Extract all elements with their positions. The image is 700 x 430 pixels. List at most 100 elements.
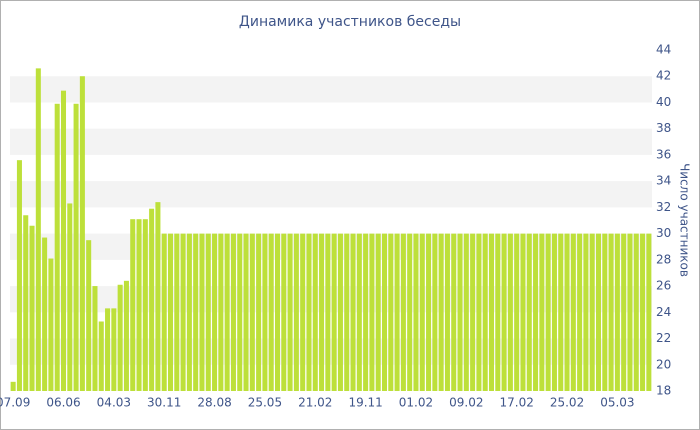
bar	[98, 321, 104, 391]
bar	[60, 90, 67, 392]
bar	[583, 233, 589, 391]
bar	[10, 381, 16, 391]
x-tick-label: 07.09	[0, 396, 30, 410]
bar	[54, 103, 60, 392]
x-tick-label: 04.03	[97, 396, 131, 410]
bar	[16, 160, 22, 391]
bar	[149, 208, 155, 391]
bar	[142, 219, 148, 391]
bar	[205, 233, 211, 391]
bar	[640, 233, 646, 391]
x-tick-label: 19.11	[348, 396, 382, 410]
bar	[507, 233, 513, 391]
bar	[350, 233, 356, 391]
bar	[218, 233, 224, 391]
y-tick-label: 30	[656, 226, 671, 240]
bar	[287, 233, 293, 391]
bar	[161, 233, 167, 391]
bar	[256, 233, 262, 391]
bar	[482, 233, 488, 391]
bar	[356, 233, 362, 391]
bar	[123, 280, 129, 391]
bar	[627, 233, 633, 391]
bar	[249, 233, 255, 391]
bar	[174, 233, 180, 391]
bar	[646, 233, 652, 391]
bar	[407, 233, 413, 391]
bar	[186, 233, 192, 391]
bar	[381, 233, 388, 391]
y-tick-label: 26	[656, 279, 671, 293]
y-tick-label: 20	[656, 357, 671, 371]
grid-band	[10, 181, 652, 208]
bar	[438, 233, 444, 391]
y-axis-label: Число участников	[678, 163, 692, 277]
bar	[545, 233, 551, 391]
bar	[136, 219, 142, 391]
y-tick-label: 36	[656, 147, 671, 161]
bar	[29, 225, 35, 391]
y-tick-label: 18	[656, 384, 671, 398]
bar	[48, 258, 54, 391]
bar	[243, 233, 249, 391]
bar	[23, 215, 29, 391]
y-tick-label: 40	[656, 95, 671, 109]
bar	[614, 233, 620, 391]
bar	[92, 286, 98, 391]
bar	[375, 233, 381, 391]
bar	[526, 233, 532, 391]
grid-band	[10, 286, 652, 313]
x-tick-label: 25.05	[248, 396, 282, 410]
bar	[476, 233, 482, 391]
bar	[595, 233, 602, 391]
y-tick-label: 42	[656, 69, 671, 83]
bar	[268, 233, 274, 391]
bar	[167, 233, 174, 391]
bar	[501, 233, 507, 391]
bar	[42, 237, 48, 391]
bar	[533, 233, 539, 391]
bar	[457, 233, 463, 391]
bar	[564, 233, 570, 391]
y-tick-label: 24	[656, 305, 671, 319]
bar	[79, 76, 85, 391]
x-tick-label: 06.06	[46, 396, 80, 410]
bar	[212, 233, 218, 391]
grid-band	[10, 76, 652, 103]
x-tick-label: 17.02	[499, 396, 533, 410]
bar	[306, 233, 312, 391]
bar	[86, 240, 92, 391]
bar	[105, 308, 111, 391]
grid-band	[10, 233, 652, 260]
bar	[608, 233, 614, 391]
bar	[426, 233, 432, 391]
bar	[570, 233, 576, 391]
bar	[130, 219, 136, 391]
x-tick-label: 01.02	[399, 396, 433, 410]
grid-band	[10, 128, 652, 155]
y-tick-label: 34	[656, 174, 671, 188]
grid-band	[10, 338, 652, 365]
bar	[237, 233, 243, 391]
bar	[274, 233, 281, 391]
x-tick-label: 21.02	[298, 396, 332, 410]
bar	[394, 233, 400, 391]
y-tick-label: 32	[656, 200, 671, 214]
bar	[337, 233, 343, 391]
bar	[281, 233, 287, 391]
bar	[319, 233, 325, 391]
bar	[293, 233, 299, 391]
bar	[180, 233, 186, 391]
bar	[331, 233, 337, 391]
bar	[312, 233, 318, 391]
x-tick-label: 09.02	[449, 396, 483, 410]
bar	[633, 233, 639, 391]
bar	[73, 103, 79, 392]
y-tick-label: 28	[656, 252, 671, 266]
chart-title: Динамика участников беседы	[239, 14, 461, 30]
bar	[419, 233, 425, 391]
bar	[388, 233, 394, 391]
bar	[369, 233, 375, 391]
